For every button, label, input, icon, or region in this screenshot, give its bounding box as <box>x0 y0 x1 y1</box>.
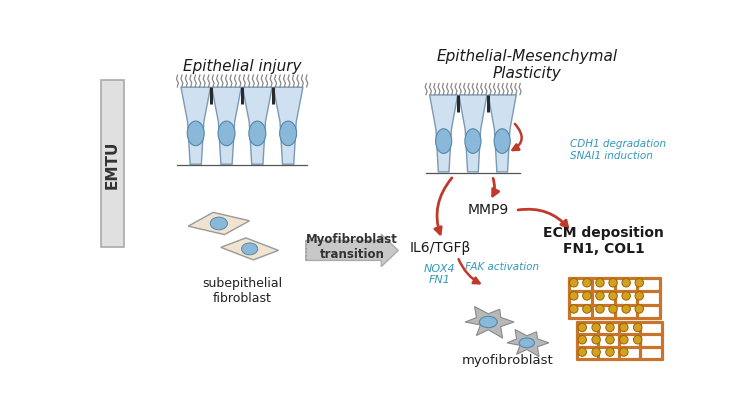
Text: FAK activation: FAK activation <box>465 261 539 271</box>
Text: IL6/TGFβ: IL6/TGFβ <box>410 241 470 255</box>
Text: Epithelial injury: Epithelial injury <box>183 59 302 74</box>
Text: myofibroblast: myofibroblast <box>462 353 554 366</box>
FancyArrow shape <box>306 235 398 267</box>
Text: Myofibroblast
transition: Myofibroblast transition <box>306 232 398 260</box>
Circle shape <box>569 279 578 287</box>
FancyArrowPatch shape <box>435 178 452 235</box>
Circle shape <box>583 305 591 313</box>
Circle shape <box>622 292 631 300</box>
FancyArrowPatch shape <box>512 125 522 151</box>
Polygon shape <box>220 238 278 260</box>
Ellipse shape <box>436 129 451 154</box>
FancyArrowPatch shape <box>493 179 499 197</box>
Polygon shape <box>465 307 514 338</box>
Polygon shape <box>188 213 250 235</box>
Circle shape <box>606 336 614 344</box>
Ellipse shape <box>210 218 227 230</box>
Polygon shape <box>273 88 303 165</box>
Circle shape <box>622 305 631 313</box>
Circle shape <box>583 279 591 287</box>
Ellipse shape <box>249 122 266 146</box>
Circle shape <box>583 292 591 300</box>
Circle shape <box>569 292 578 300</box>
Circle shape <box>609 305 617 313</box>
Circle shape <box>592 323 600 332</box>
Text: subepithelial
fibroblast: subepithelial fibroblast <box>202 276 282 304</box>
Circle shape <box>620 336 628 344</box>
Circle shape <box>634 323 642 332</box>
Circle shape <box>569 305 578 313</box>
Ellipse shape <box>218 122 235 146</box>
Ellipse shape <box>479 317 497 328</box>
Circle shape <box>609 279 617 287</box>
Circle shape <box>622 279 631 287</box>
Polygon shape <box>507 330 549 357</box>
Text: CDH1 degradation
SNAI1 induction: CDH1 degradation SNAI1 induction <box>570 139 666 160</box>
Polygon shape <box>211 88 242 165</box>
Polygon shape <box>242 88 272 165</box>
Circle shape <box>578 348 586 356</box>
Circle shape <box>634 336 642 344</box>
Circle shape <box>606 348 614 356</box>
Text: Epithelial-Mesenchymal
Plasticity: Epithelial-Mesenchymal Plasticity <box>436 49 617 81</box>
Circle shape <box>596 292 604 300</box>
Ellipse shape <box>188 122 204 146</box>
Polygon shape <box>459 96 487 173</box>
Circle shape <box>606 323 614 332</box>
Circle shape <box>635 292 644 300</box>
Circle shape <box>620 323 628 332</box>
Ellipse shape <box>494 129 510 154</box>
Circle shape <box>635 305 644 313</box>
Polygon shape <box>430 96 457 173</box>
FancyArrowPatch shape <box>518 210 568 228</box>
Text: ECM deposition
FN1, COL1: ECM deposition FN1, COL1 <box>544 225 664 255</box>
Ellipse shape <box>465 129 481 154</box>
Circle shape <box>635 279 644 287</box>
Text: EMTU: EMTU <box>105 141 120 189</box>
Circle shape <box>620 348 628 356</box>
Circle shape <box>596 305 604 313</box>
FancyArrowPatch shape <box>458 259 479 284</box>
Text: MMP9: MMP9 <box>468 202 509 216</box>
Ellipse shape <box>519 338 535 348</box>
FancyBboxPatch shape <box>101 81 124 248</box>
Circle shape <box>592 336 600 344</box>
Circle shape <box>578 323 586 332</box>
Polygon shape <box>181 88 211 165</box>
Text: NOX4
FN1: NOX4 FN1 <box>424 263 456 285</box>
Ellipse shape <box>242 243 258 255</box>
Circle shape <box>609 292 617 300</box>
Circle shape <box>596 279 604 287</box>
Polygon shape <box>488 96 516 173</box>
Circle shape <box>592 348 600 356</box>
Ellipse shape <box>280 122 296 146</box>
Circle shape <box>578 336 586 344</box>
